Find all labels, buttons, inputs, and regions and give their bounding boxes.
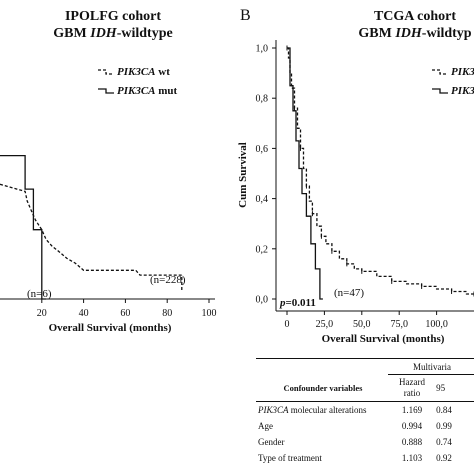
legend-mut-label: PIK3CA mut — [117, 85, 178, 97]
legend-mut-line — [98, 88, 114, 94]
table-header-ci: 95 — [434, 374, 474, 402]
table-row-ci: 0.92 — [436, 452, 452, 463]
right-x-ticks: 0 25,0 50,0 75,0 100,0 — [285, 311, 448, 330]
table-row-ci: 0.84 — [436, 404, 452, 415]
left-x-tick-label: 80 — [162, 308, 172, 319]
left-x-label: Overall Survival (months) — [49, 322, 172, 334]
right-legend-wt-label: PIK3 — [451, 66, 474, 78]
left-series-solid — [0, 154, 46, 300]
left-x-tick-label: 100 — [202, 308, 217, 319]
right-subtitle: GBM IDH-wildtyp — [358, 26, 471, 41]
right-x-label: Overall Survival (months) — [322, 333, 445, 345]
left-title: IPOLFG cohort — [65, 9, 161, 24]
left-annot-wt-count: (n=228) — [150, 274, 186, 286]
table-row-hr: 1.169 — [401, 404, 423, 415]
right-p-value: p=0.011 — [279, 297, 316, 309]
right-annot-mut-count: (n=47) — [334, 287, 364, 299]
left-x-tick-label: 20 — [37, 308, 47, 319]
right-y-tick-label: 0,6 — [256, 144, 269, 155]
table-header-row-1: Multivaria — [256, 358, 474, 375]
table-header-multivariate: Multivaria — [387, 358, 474, 375]
table-header-variables: Confounder variables — [256, 374, 388, 402]
table-row-label: Age — [258, 420, 273, 431]
table-row-hr: 0.888 — [401, 436, 423, 447]
table-row-label: PIK3CA molecular alterations — [258, 404, 367, 415]
legend-wt-line — [98, 69, 114, 75]
right-x-tick-label: 25,0 — [316, 319, 334, 330]
right-y-tick-label: 0,4 — [256, 194, 269, 205]
right-y-label: Cum Survival — [237, 142, 249, 208]
right-legend-mut-label: PIK3 — [451, 85, 474, 97]
right-legend: PIK3 PIK3 — [432, 66, 474, 97]
right-y-tick-label: 0,0 — [256, 295, 269, 306]
right-legend-mut-line — [432, 88, 448, 94]
right-legend-wt-line — [432, 69, 448, 75]
table-row: Gender 0.888 0.74 — [256, 434, 474, 450]
left-legend: PIK3CA wt PIK3CA mut — [98, 66, 178, 97]
table-row-label: Gender — [258, 436, 285, 447]
table-row-hr: 1.103 — [401, 452, 423, 463]
table-row: Age 0.994 0.99 — [256, 418, 474, 434]
left-annot-mut-count: (n=6) — [27, 288, 52, 300]
left-series-dashed — [0, 183, 183, 292]
right-series-dashed — [287, 47, 474, 295]
right-series — [286, 45, 474, 300]
table-header-row-2: Confounder variables Hazard ratio 95 — [256, 374, 474, 402]
right-chart: B TCGA cohort GBM IDH-wildtyp PIK3 PIK3 … — [237, 7, 474, 345]
right-y-tick-label: 0,8 — [256, 94, 269, 105]
right-x-tick-label: 100,0 — [425, 319, 448, 330]
table-row-ci: 0.74 — [436, 436, 452, 447]
left-subtitle: GBM IDH-wildtype — [53, 26, 172, 41]
table-row: Type of treatment 1.103 0.92 — [256, 450, 474, 466]
confounder-table: Multivaria Confounder variables Hazard ra… — [256, 358, 474, 466]
left-x-ticks: 20 40 60 80 100 — [37, 299, 217, 319]
right-x-tick-label: 0 — [285, 319, 290, 330]
right-y-tick-label: 1,0 — [256, 44, 269, 55]
left-x-tick-label: 60 — [120, 308, 130, 319]
legend-wt-label: PIK3CA wt — [117, 66, 170, 78]
right-x-tick-label: 50,0 — [353, 319, 371, 330]
right-series-solid — [287, 47, 323, 300]
right-title: TCGA cohort — [374, 9, 456, 24]
table-row-ci: 0.99 — [436, 420, 452, 431]
right-y-ticks: 0,0 0,2 0,4 0,6 0,8 1,0 — [256, 44, 276, 306]
left-series — [0, 154, 183, 300]
panel-letter-b: B — [240, 7, 251, 24]
table-row-label: Type of treatment — [258, 452, 322, 463]
table-row-hr: 0.994 — [401, 420, 423, 431]
table-header-hr: Hazard ratio — [387, 374, 435, 402]
right-x-tick-label: 75,0 — [390, 319, 408, 330]
right-y-tick-label: 0,2 — [256, 244, 269, 255]
left-x-tick-label: 40 — [79, 308, 89, 319]
left-chart: IPOLFG cohort GBM IDH-wildtype PIK3CA wt… — [0, 9, 217, 334]
table-row: PIK3CA molecular alterations 1.169 0.84 — [256, 402, 474, 418]
